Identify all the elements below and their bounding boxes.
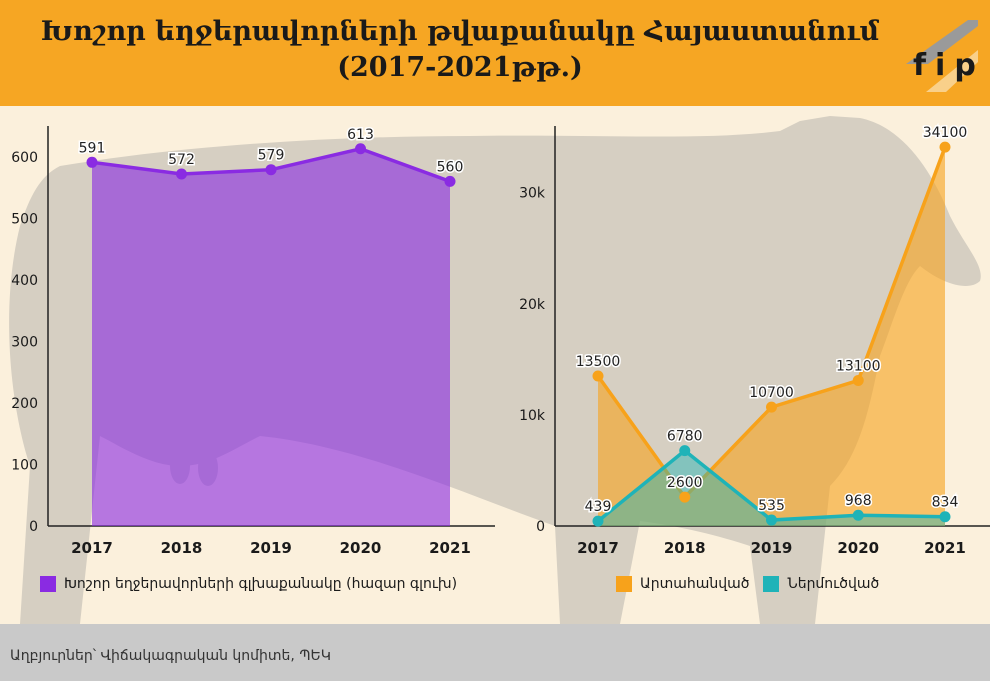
herd-area-0 [92, 148, 450, 526]
trade-y-tick-label: 20k [519, 297, 546, 313]
trade-x-tick-label: 2019 [751, 539, 793, 557]
legend-item-herd: Խոշոր եղջերավորների գլխաքանակը (հազար գլ… [40, 576, 457, 592]
trade-point [766, 401, 777, 413]
herd-point [265, 164, 277, 176]
herd-y-tick-label: 400 [11, 273, 38, 289]
herd-point [86, 156, 98, 168]
legend-label-herd: Խոշոր եղջերավորների գլխաքանակը (հազար գլ… [64, 576, 458, 592]
trade-point [679, 491, 691, 503]
herd-point [176, 168, 187, 180]
logo-text: fip [913, 48, 985, 83]
title-line-2: (2017-2021թթ.) [337, 52, 583, 83]
herd-x-tick-label: 2020 [340, 539, 382, 557]
trade-data-label: 10700 [749, 385, 794, 401]
trade-y-tick-label: 0 [536, 519, 545, 535]
herd-y-tick-label: 0 [29, 519, 38, 535]
trade-data-label: 439 [585, 499, 612, 515]
legend-item-exported: Արտահանված [616, 576, 749, 592]
trade-data-label: 968 [845, 493, 872, 509]
herd-x-tick-label: 2019 [250, 539, 292, 557]
trade-data-label: 2600 [667, 475, 703, 491]
footer-bar: Աղբյուրներ՝ Վիճակագրական կոմիտե, ՊԵԿ [0, 624, 990, 681]
trade-x-tick-label: 2017 [577, 539, 619, 557]
trade-data-label: 13100 [836, 358, 881, 374]
source-text: Աղբյուրներ՝ Վիճակագրական կոմիտե, ՊԵԿ [10, 648, 332, 664]
trade-point [939, 511, 951, 523]
trade-data-label: 13500 [576, 354, 621, 370]
trade-x-tick-label: 2018 [664, 539, 706, 557]
trade-x-tick-label: 2020 [837, 539, 879, 557]
herd-x-tick-label: 2018 [161, 539, 203, 557]
herd-data-label: 579 [258, 148, 285, 164]
trade-point [592, 515, 604, 527]
trade-data-label: 6780 [667, 429, 703, 445]
herd-data-label: 591 [79, 140, 106, 156]
herd-data-label: 560 [437, 159, 464, 175]
charts-area: 0 100 200 300 400 500 600 2017 2018 2019 2020 2021 5… [0, 106, 990, 624]
page-title: Խոշոր եղջերավորների թվաքանակը Հայաստանու… [20, 14, 900, 86]
legend-herd: Խոշոր եղջերավորների գլխաքանակը (հազար գլ… [40, 576, 471, 592]
trade-point [852, 374, 864, 386]
herd-y-tick-label: 500 [11, 211, 38, 227]
trade-data-label: 535 [758, 498, 785, 514]
trade-area-0 [598, 147, 945, 526]
trade-data-label: 34100 [923, 125, 968, 141]
legend-swatch-imported [763, 576, 780, 592]
legend-swatch-exported [616, 576, 632, 592]
trade-y-tick-label: 30k [519, 186, 546, 202]
trade-point [852, 509, 864, 521]
herd-y-tick-label: 300 [11, 334, 38, 350]
trade-point [679, 445, 691, 457]
herd-x-tick-label: 2017 [71, 539, 113, 557]
legend-trade: Արտահանված Ներմուծված [616, 576, 893, 592]
fip-logo-icon [906, 20, 978, 92]
legend-item-imported: Ներմուծված [763, 576, 879, 592]
herd-point [444, 175, 456, 187]
herd-y-tick-label: 600 [11, 150, 38, 166]
herd-point [355, 143, 366, 155]
trade-point [592, 370, 604, 382]
trade-y-tick-label: 10k [519, 408, 546, 424]
chart-herd-size: 0 100 200 300 400 500 600 2017 2018 2019 2020 2021 5… [11, 124, 990, 557]
herd-data-label: 613 [347, 127, 374, 143]
herd-y-tick-label: 200 [11, 396, 38, 412]
legend-swatch-herd [40, 576, 56, 592]
legend-label-exported: Արտահանված [640, 576, 750, 592]
herd-data-label: 572 [168, 152, 195, 168]
legend-label-imported: Ներմուծված [787, 576, 880, 592]
trade-point [766, 514, 777, 526]
title-line-1: Խոշոր եղջերավորների թվաքանակը Հայաստանու… [40, 16, 880, 47]
trade-data-label: 834 [932, 495, 959, 511]
trade-point [939, 141, 951, 153]
trade-area-1 [598, 450, 945, 526]
herd-x-tick-label: 2021 [429, 539, 471, 557]
trade-x-tick-label: 2021 [924, 539, 966, 557]
herd-y-tick-label: 100 [11, 457, 38, 473]
header-bar: Խոշոր եղջերավորների թվաքանակը Հայաստանու… [0, 0, 990, 106]
